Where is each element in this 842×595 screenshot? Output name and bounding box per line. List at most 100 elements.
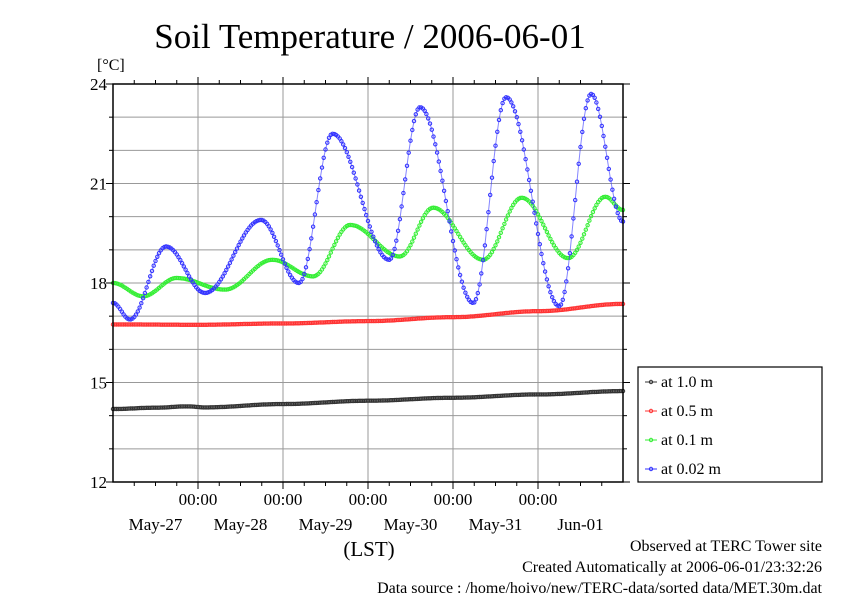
data-point [415,227,420,232]
data-point [321,155,326,161]
data-point [369,229,374,235]
legend-marker [648,437,654,443]
data-point [371,234,376,239]
legend-label: at 0.02 m [661,461,722,478]
data-point [183,267,188,272]
data-point [346,154,351,160]
data-point [459,279,465,284]
data-series [110,91,626,412]
data-point [365,218,371,224]
data-point [434,150,440,155]
legend-label: at 0.5 m [661,403,714,420]
data-point [406,246,411,251]
legend-marker [648,408,654,414]
data-point [417,223,422,228]
data-point [603,144,608,149]
date-label: Jun-01 [557,515,603,534]
data-point [273,238,279,244]
data-point [222,271,227,276]
data-point [179,261,185,266]
data-point [185,270,190,276]
data-point [534,221,539,226]
observed-site-note: Observed at TERC Tower site [630,538,822,555]
data-point [286,269,291,274]
data-point [408,138,413,143]
data-point [479,271,484,276]
y-axis-label: [°C] [97,57,125,74]
data-point [410,127,415,133]
data-point [461,285,466,290]
data-point [312,212,318,217]
data-point [560,297,565,302]
data-point [422,108,427,114]
data-point [135,309,141,314]
y-tick-label: 12 [90,473,107,492]
data-point [310,224,316,229]
data-point [333,239,339,244]
data-point [351,170,356,175]
data-point [535,231,541,237]
data-point [433,142,438,147]
data-point [503,217,509,222]
data-point [452,248,457,253]
data-point [390,252,395,258]
data-point [546,284,551,289]
data-point [521,147,526,152]
data-point [599,123,604,129]
data-point [450,238,456,244]
data-point [436,159,441,164]
data-point [456,265,461,270]
data-point [592,95,597,101]
data-point [418,219,424,225]
data-point [227,260,233,266]
data-point [541,261,546,266]
data-point [339,139,344,144]
data-point [470,300,475,305]
data-point [441,188,447,194]
legend-marker [648,379,654,385]
data-point [330,246,335,251]
data-point [316,187,321,193]
data-point [581,116,587,122]
data-point [480,258,486,263]
data-point [300,276,305,282]
data-point [270,230,275,236]
data-point [376,247,381,252]
y-tick-label: 24 [90,75,108,94]
data-point [489,175,495,180]
y-tick-label: 15 [90,374,107,393]
data-point [580,129,585,135]
data-point [349,164,355,170]
data-point [482,243,488,248]
data-point [335,235,341,241]
data-point [518,129,523,135]
data-point [509,100,514,105]
data-point [502,221,507,227]
data-point [496,235,502,240]
x-axis-label: (LST) [343,537,394,561]
data-point [307,247,312,252]
data-point [496,117,502,123]
data-point [573,197,578,203]
data-point [578,240,583,246]
data-point [445,209,450,214]
data-point [341,142,346,147]
data-point [457,272,463,278]
y-tick-label: 18 [90,274,107,293]
data-point [362,206,367,212]
data-point [231,253,236,258]
data-point [328,250,333,255]
data-point [588,214,594,219]
data-point [544,277,550,282]
data-point [491,246,496,252]
data-point [401,190,406,196]
data-point [567,251,573,256]
data-point [374,243,380,248]
data-point [576,161,581,167]
data-point [539,251,544,257]
data-point [234,246,240,251]
data-point [181,264,187,269]
data-point [332,242,337,248]
axis-ticks: 12 15 18 21 24 00:00 00:00 00:00 00:00 00:00 May-2… [90,75,630,534]
time-tick-label: 00:00 [264,490,303,509]
